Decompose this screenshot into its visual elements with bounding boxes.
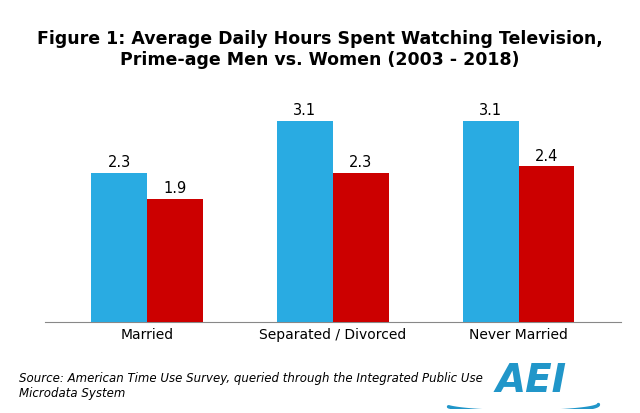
Text: 3.1: 3.1 (479, 103, 502, 118)
Text: 2.4: 2.4 (535, 149, 558, 164)
Bar (463, 121, 518, 322)
Bar (518, 167, 574, 322)
Text: 2.3: 2.3 (108, 155, 131, 170)
Bar (147, 199, 203, 322)
Text: 2.3: 2.3 (349, 155, 372, 170)
Bar (92, 173, 147, 322)
Bar (333, 173, 388, 322)
Text: 3.1: 3.1 (293, 103, 317, 118)
Text: Source: American Time Use Survey, queried through the Integrated Public Use
Micr: Source: American Time Use Survey, querie… (19, 370, 483, 399)
Text: 1.9: 1.9 (163, 181, 186, 196)
Text: AEI: AEI (495, 361, 567, 399)
Text: Figure 1: Average Daily Hours Spent Watching Television,
Prime-age Men vs. Women: Figure 1: Average Daily Hours Spent Watc… (37, 30, 603, 69)
Bar (277, 121, 333, 322)
